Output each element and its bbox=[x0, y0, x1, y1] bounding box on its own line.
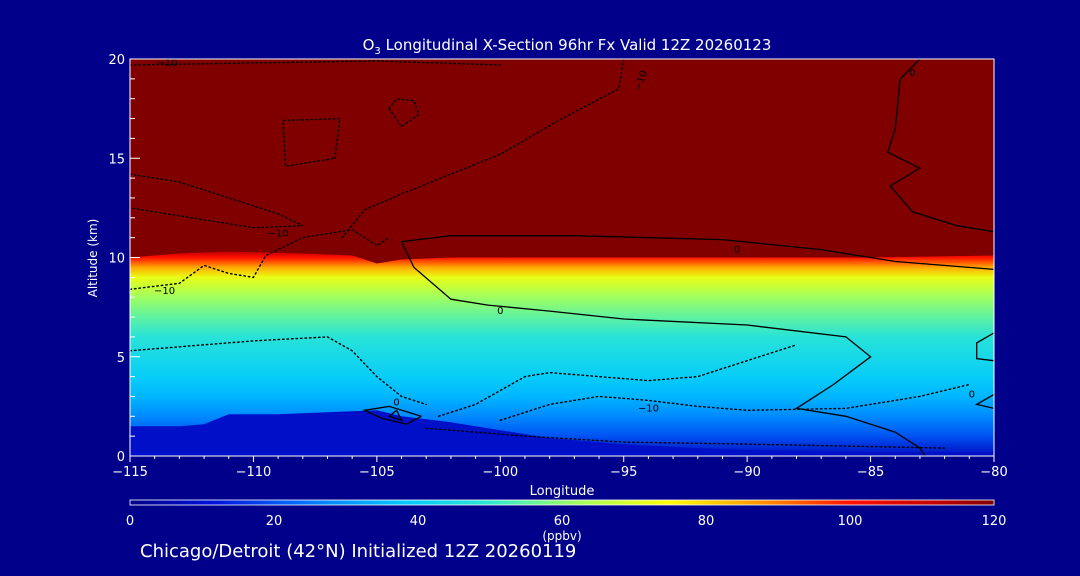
contour-label-0: −10 bbox=[156, 58, 177, 69]
colorbar bbox=[129, 499, 995, 506]
x-tick-label-0: −115 bbox=[112, 465, 148, 480]
contour-minus10-6 bbox=[388, 97, 420, 128]
stratosphere-region bbox=[130, 59, 994, 264]
x-tick-label-1: −110 bbox=[236, 465, 272, 480]
contour-label-8: 0 bbox=[393, 397, 399, 408]
x-tick-label-3: −100 bbox=[482, 465, 518, 480]
contour-minus10-8 bbox=[341, 59, 625, 239]
x-tick-label-6: −85 bbox=[857, 465, 884, 480]
title-rest: Longitudinal X-Section 96hr Fx Valid 12Z… bbox=[381, 36, 772, 54]
y-tick-label-3: 15 bbox=[108, 152, 125, 167]
contour-0-12 bbox=[400, 241, 926, 456]
contour-0-14 bbox=[387, 409, 403, 422]
title-subscript: 3 bbox=[374, 46, 380, 57]
contour-minus10-9 bbox=[425, 427, 946, 449]
contour-label-6: 0 bbox=[734, 245, 740, 256]
contour-0-11 bbox=[401, 235, 994, 271]
contour-label-3: −10 bbox=[638, 403, 659, 414]
surface-layer bbox=[130, 410, 994, 456]
contour-label-1: −10 bbox=[268, 229, 289, 240]
y-axis: 0 5 10 15 20 bbox=[108, 53, 140, 465]
contour-minus10-1 bbox=[437, 344, 798, 417]
contour-minus10-2 bbox=[499, 383, 970, 421]
y-tick-label-0: 0 bbox=[117, 450, 125, 465]
colorbar-tick-label-1: 20 bbox=[266, 514, 283, 529]
difference-contours bbox=[130, 59, 994, 456]
title-prefix: O bbox=[363, 36, 375, 54]
colorbar-tick-label-0: 0 bbox=[126, 514, 134, 529]
x-axis: −115 −110 −105 −100 −95 −90 −85 −80 bbox=[112, 456, 1008, 480]
contour-minus10-3 bbox=[130, 228, 390, 290]
contour-0-13 bbox=[362, 405, 422, 425]
contour-minus10-0 bbox=[130, 336, 427, 406]
x-tick-label-2: −105 bbox=[359, 465, 395, 480]
colorbar-tick-label-2: 40 bbox=[410, 514, 427, 529]
contour-label-2: −10 bbox=[154, 286, 175, 297]
contour-minus10-5 bbox=[282, 117, 341, 168]
footer-caption: Chicago/Detroit (42°N) Initialized 12Z 2… bbox=[140, 541, 577, 562]
contour-minus10-4 bbox=[130, 173, 304, 229]
colorbar-tick-label-5: 100 bbox=[838, 514, 863, 529]
y-tick-label-2: 10 bbox=[108, 252, 125, 267]
chart-title: O3 Longitudinal X-Section 96hr Fx Valid … bbox=[363, 36, 772, 57]
y-tick-label-1: 5 bbox=[117, 351, 125, 366]
x-axis-label: Longitude bbox=[530, 484, 595, 499]
colorbar-tick-label-4: 80 bbox=[698, 514, 715, 529]
contour-minus10-7 bbox=[130, 60, 501, 66]
terrain-mask bbox=[130, 59, 994, 456]
contour-label-9: 0 bbox=[969, 389, 975, 400]
y-axis-label: Altitude (km) bbox=[86, 219, 100, 298]
contour-0-15 bbox=[976, 332, 994, 362]
colorbar-tick-label-3: 60 bbox=[554, 514, 571, 529]
x-tick-label-5: −90 bbox=[733, 465, 760, 480]
colorbar-ticks: 0 20 40 60 80 100 120 bbox=[126, 514, 1007, 529]
colorbar-tick-label-6: 120 bbox=[982, 514, 1007, 529]
y-tick-label-4: 20 bbox=[108, 53, 125, 68]
colorbar-unit-label: (ppbv) bbox=[542, 529, 581, 543]
x-tick-label-4: −95 bbox=[610, 465, 637, 480]
contour-0-16 bbox=[974, 393, 994, 410]
contour-label-7: 0 bbox=[497, 306, 503, 317]
contour-label-5: 0 bbox=[909, 68, 915, 79]
contour-0-10 bbox=[887, 59, 994, 233]
x-tick-label-7: −80 bbox=[980, 465, 1007, 480]
